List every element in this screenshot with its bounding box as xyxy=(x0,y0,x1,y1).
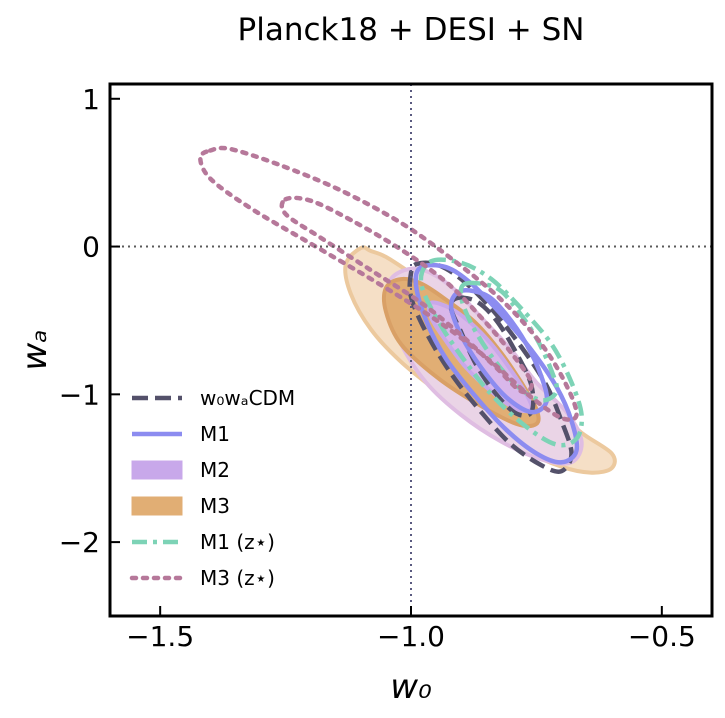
reference-lines xyxy=(110,84,712,616)
x-axis-label: w₀ xyxy=(390,667,432,707)
legend-label-m3z: M3 (z⋆) xyxy=(200,566,275,590)
y-axis-label: wₐ xyxy=(15,329,55,370)
y-tick-label: 1 xyxy=(82,83,100,116)
contour-m3z-2sigma xyxy=(198,145,579,422)
chart-title: Planck18 + DESI + SN xyxy=(238,12,585,48)
contour-layer xyxy=(198,145,617,475)
legend: w₀wₐCDM M1 M2 M3 M1 (z⋆) M3 (z⋆) xyxy=(129,386,295,590)
legend-swatch-m3 xyxy=(131,496,183,516)
legend-label-w0wacdm: w₀wₐCDM xyxy=(200,386,295,410)
y-tick-label: −2 xyxy=(59,526,100,559)
legend-label-m1: M1 xyxy=(200,422,230,446)
plot-frame xyxy=(108,82,714,618)
contour-m1z-1sigma xyxy=(458,280,560,403)
contour-m1z-2sigma xyxy=(418,257,585,448)
x-tick-label: −0.5 xyxy=(628,620,696,653)
x-tick-label: −1.0 xyxy=(377,620,445,653)
legend-label-m2: M2 xyxy=(200,458,230,482)
legend-label-m3: M3 xyxy=(200,494,230,518)
legend-swatch-m2 xyxy=(131,460,183,480)
contour-w0wacdm-2sigma xyxy=(407,260,574,474)
y-tick-label: −1 xyxy=(59,378,100,411)
contour-m3z-1sigma xyxy=(279,195,534,395)
x-tick-label: −1.5 xyxy=(126,620,194,653)
axis-ticks: −1.5 −1.0 −0.5 1 0 −1 −2 xyxy=(59,83,696,653)
contour-m1-2sigma xyxy=(413,262,580,465)
legend-label-m1z: M1 (z⋆) xyxy=(200,530,275,554)
y-tick-label: 0 xyxy=(82,231,100,264)
